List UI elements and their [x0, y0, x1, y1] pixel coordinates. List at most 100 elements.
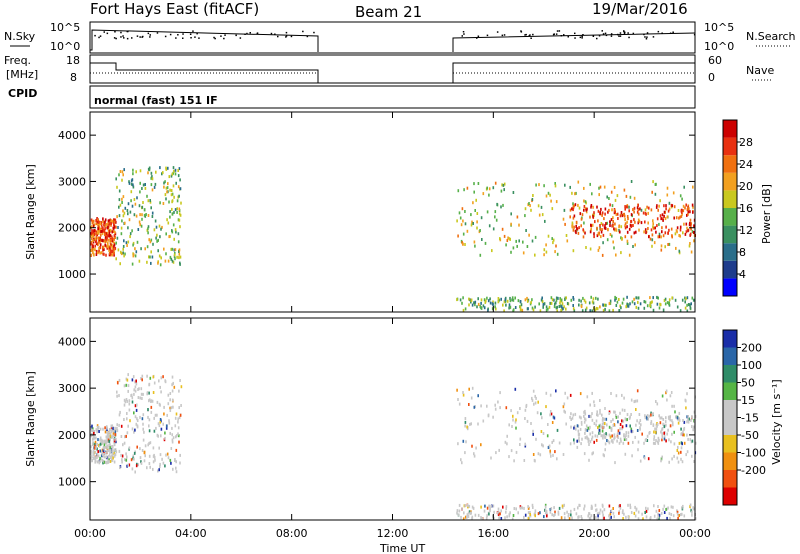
- heatmap-cell: [157, 261, 159, 265]
- heatmap-cell: [613, 185, 616, 189]
- heatmap-cell: [106, 445, 109, 449]
- heatmap-cell: [165, 186, 168, 190]
- heatmap-cell: [167, 166, 169, 170]
- heatmap-cell: [133, 430, 135, 434]
- heatmap-cell: [659, 199, 661, 203]
- heatmap-cell: [669, 415, 671, 419]
- heatmap-cell: [633, 231, 636, 235]
- heatmap-cell: [100, 223, 103, 227]
- heatmap-cell: [100, 251, 103, 255]
- heatmap-cell: [624, 226, 627, 230]
- heatmap-cell: [681, 442, 683, 446]
- heatmap-cell: [692, 425, 695, 429]
- noise-point: [643, 33, 645, 36]
- heatmap-cell: [148, 441, 150, 445]
- heatmap-cell: [663, 299, 666, 302]
- heatmap-cell: [677, 451, 680, 455]
- xtick-label: 00:00: [74, 527, 106, 540]
- heatmap-cell: [534, 235, 537, 239]
- heatmap-cell: [153, 185, 156, 189]
- heatmap-cell: [159, 263, 162, 267]
- heatmap-cell: [497, 511, 499, 515]
- heatmap-cell: [657, 436, 660, 440]
- heatmap-cell: [95, 230, 98, 234]
- noise-point: [520, 30, 522, 32]
- heatmap-cell: [111, 239, 113, 243]
- heatmap-cell: [658, 306, 661, 310]
- heatmap-cell: [125, 377, 128, 381]
- heatmap-cell: [464, 515, 467, 519]
- heatmap-cell: [511, 296, 514, 300]
- heatmap-cell: [590, 223, 592, 227]
- heatmap-cell: [98, 430, 100, 433]
- heatmap-cell: [573, 424, 576, 428]
- heatmap-cell: [493, 510, 495, 514]
- heatmap-cell: [90, 234, 92, 238]
- heatmap-cell: [652, 180, 654, 184]
- heatmap-cell: [583, 208, 585, 212]
- ytick-label: 3000: [58, 175, 86, 188]
- heatmap-cell: [147, 227, 149, 231]
- heatmap-cell: [619, 411, 621, 415]
- heatmap-cell: [494, 305, 496, 309]
- heatmap-cell: [620, 236, 622, 240]
- heatmap-cell: [645, 438, 647, 441]
- heatmap-cell: [166, 190, 168, 194]
- heatmap-cell: [528, 516, 530, 520]
- heatmap-cell: [638, 219, 641, 223]
- heatmap-cell: [561, 302, 564, 306]
- heatmap-cell: [667, 231, 669, 235]
- heatmap-cell: [615, 228, 618, 232]
- heatmap-cell: [137, 388, 139, 391]
- heatmap-cell: [617, 429, 620, 433]
- heatmap-cell: [168, 421, 171, 425]
- heatmap-cell: [519, 443, 521, 446]
- heatmap-cell: [572, 297, 575, 301]
- heatmap-cell: [90, 434, 92, 438]
- heatmap-cell: [660, 459, 662, 463]
- heatmap-cell: [118, 173, 120, 177]
- heatmap-cell: [164, 259, 167, 263]
- heatmap-cell: [662, 218, 664, 222]
- noise-point: [463, 33, 465, 35]
- heatmap-cell: [549, 193, 551, 197]
- heatmap-cell: [656, 204, 658, 208]
- ytick-label: 1000: [58, 476, 86, 489]
- heatmap-cell: [108, 444, 110, 448]
- heatmap-cell: [178, 440, 180, 444]
- heatmap-cell: [681, 506, 683, 510]
- heatmap-cell: [121, 170, 124, 174]
- heatmap-cell: [519, 308, 522, 312]
- heatmap-cell: [132, 183, 134, 187]
- noise-point: [285, 35, 288, 37]
- heatmap-cell: [521, 506, 523, 510]
- heatmap-cell: [90, 427, 92, 431]
- noise-point: [552, 33, 555, 36]
- heatmap-cell: [584, 206, 587, 210]
- heatmap-cell: [464, 307, 467, 311]
- heatmap-cell: [142, 422, 144, 426]
- heatmap-cell: [464, 424, 466, 428]
- heatmap-cell: [614, 461, 616, 465]
- heatmap-cell: [636, 389, 639, 393]
- heatmap-cell: [163, 185, 165, 189]
- heatmap-cell: [573, 214, 576, 218]
- heatmap-cell: [108, 222, 111, 226]
- heatmap-cell: [115, 177, 117, 181]
- heatmap-cell: [599, 185, 602, 189]
- heatmap-cell: [650, 422, 652, 425]
- heatmap-cell: [141, 205, 144, 209]
- heatmap-cell: [108, 232, 111, 235]
- heatmap-cell: [499, 237, 501, 241]
- heatmap-cell: [679, 215, 681, 219]
- heatmap-cell: [126, 378, 129, 382]
- heatmap-cell: [111, 458, 114, 462]
- heatmap-cell: [471, 517, 473, 521]
- heatmap-cell: [141, 417, 144, 421]
- heatmap-cell: [461, 461, 463, 465]
- heatmap-cell: [116, 236, 119, 240]
- heatmap-cell: [645, 231, 647, 235]
- heatmap-cell: [600, 235, 602, 239]
- heatmap-cell: [169, 255, 172, 259]
- heatmap-cell: [106, 244, 109, 248]
